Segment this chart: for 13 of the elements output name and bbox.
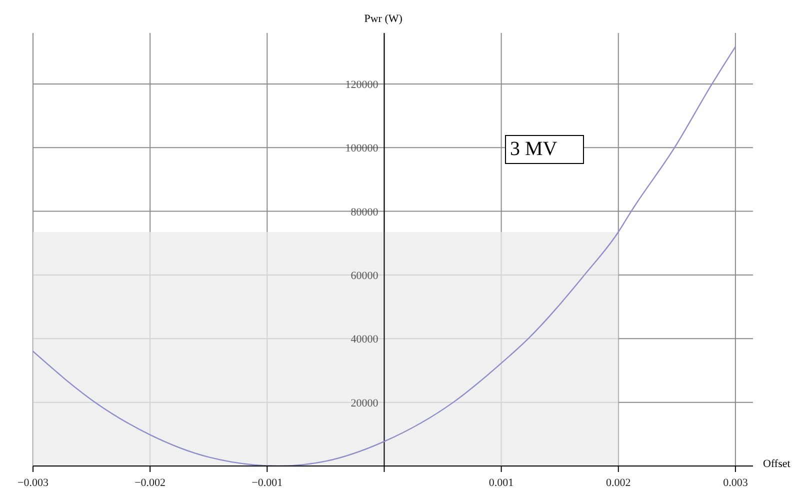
y-tick-label: 20000 [350,397,379,410]
x-tick-label: −0.003 [18,477,49,489]
line-series [33,46,736,466]
y-tick-label: 60000 [350,270,379,282]
annotation: 3 MV [505,135,584,164]
x-tick-label: −0.002 [134,477,166,489]
y-tick-label: 40000 [350,334,379,346]
x-tick-label: 0.002 [606,477,631,489]
x-tick-label: 0.003 [723,477,748,489]
y-axis-title: Pwr (W) [364,13,402,25]
x-tick-label: 0.001 [488,477,514,489]
x-tick-label: −0.001 [252,477,283,489]
x-axis-title: Offset [763,458,790,470]
